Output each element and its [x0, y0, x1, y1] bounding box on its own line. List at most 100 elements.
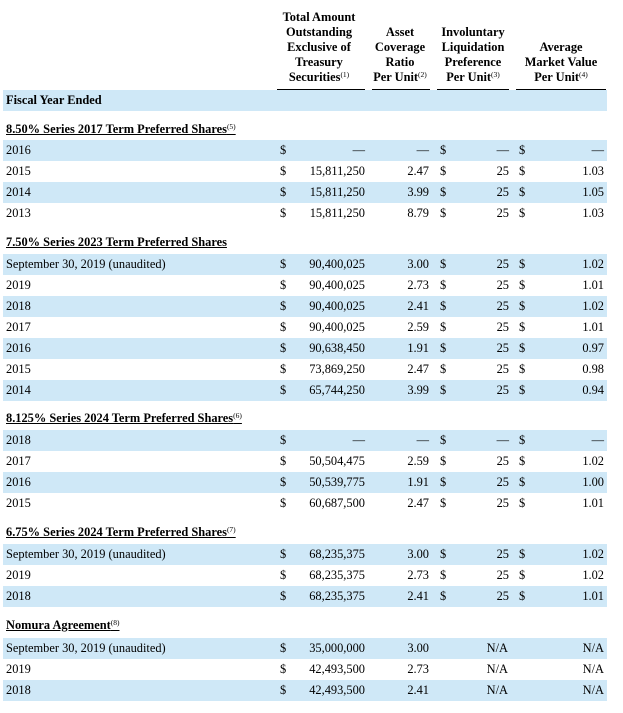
amount-value: 60,687,500 — [309, 496, 365, 510]
section-title: 8.50% Series 2017 Term Preferred Shares(… — [6, 119, 236, 140]
section-header-row: 8.125% Series 2024 Term Preferred Shares… — [3, 408, 607, 429]
liquidation-value: 25 — [496, 164, 509, 178]
liquidation-value: 25 — [496, 299, 509, 313]
header-average-market-value: Average Market Value Per Unit(4) — [524, 40, 598, 84]
dollar-sign: $ — [440, 589, 447, 603]
dollar-sign: $ — [519, 547, 526, 561]
row-label: 2019 — [6, 568, 31, 582]
dollar-sign: $ — [280, 589, 287, 603]
table-row: 2018 $68,235,375 2.41 $25 $1.01 — [3, 586, 607, 607]
market-value: N/A — [582, 662, 604, 676]
fiscal-year-label: Fiscal Year Ended — [6, 93, 102, 107]
coverage-value: 3.99 — [407, 383, 429, 397]
dollar-sign: $ — [519, 433, 526, 447]
dollar-sign: $ — [519, 496, 526, 510]
amount-value: 50,504,475 — [309, 454, 365, 468]
liquidation-value: 25 — [496, 185, 509, 199]
section-title: 8.125% Series 2024 Term Preferred Shares… — [6, 408, 242, 429]
amount-value: 65,744,250 — [309, 383, 365, 397]
dollar-sign: $ — [519, 568, 526, 582]
section-title: 6.75% Series 2024 Term Preferred Shares(… — [6, 522, 236, 543]
market-value: 0.97 — [582, 341, 604, 355]
row-label: 2015 — [6, 164, 31, 178]
dollar-sign: $ — [280, 143, 287, 157]
row-label: 2018 — [6, 683, 31, 697]
liquidation-value: 25 — [496, 383, 509, 397]
coverage-value: 2.47 — [407, 362, 429, 376]
amount-value: 90,400,025 — [309, 257, 365, 271]
liquidation-value: 25 — [496, 589, 509, 603]
amount-value: 68,235,375 — [309, 547, 365, 561]
table-row: 2016 $ — — $ — $ — — [3, 140, 607, 161]
coverage-value: 2.47 — [407, 164, 429, 178]
coverage-value: 3.99 — [407, 185, 429, 199]
market-value: 1.00 — [582, 475, 604, 489]
dollar-sign: $ — [280, 257, 287, 271]
section-header-row: Nomura Agreement(8) — [3, 615, 607, 636]
table-row: 2018 $90,400,025 2.41 $25 $1.02 — [3, 296, 607, 317]
row-label: September 30, 2019 (unaudited) — [6, 257, 166, 271]
section-title-text: 6.75% Series 2024 Term Preferred Shares — [6, 525, 227, 539]
dollar-sign: $ — [280, 206, 287, 220]
dollar-sign: $ — [519, 475, 526, 489]
amount-value: 90,400,025 — [309, 299, 365, 313]
market-value: 1.01 — [582, 278, 604, 292]
liquidation-value: — — [496, 143, 509, 157]
amount-value: 68,235,375 — [309, 568, 365, 582]
section-header-row: 6.75% Series 2024 Term Preferred Shares(… — [3, 522, 607, 543]
amount-value: 90,638,450 — [309, 341, 365, 355]
amount-value: 73,869,250 — [309, 362, 365, 376]
header-involuntary-liquidation: Involuntary Liquidation Preference Per U… — [441, 25, 505, 84]
market-value: 0.94 — [582, 383, 604, 397]
table-row: 2013 $15,811,250 8.79 $25 $1.03 — [3, 203, 607, 224]
table-row: 2015 $60,687,500 2.47 $25 $1.01 — [3, 493, 607, 514]
dollar-sign: $ — [519, 320, 526, 334]
amount-value: 35,000,000 — [309, 641, 365, 655]
liquidation-value: 25 — [496, 496, 509, 510]
liquidation-value: N/A — [486, 641, 508, 655]
dollar-sign: $ — [440, 475, 447, 489]
liquidation-value: N/A — [486, 683, 508, 697]
liquidation-value: — — [496, 433, 509, 447]
coverage-value: 1.91 — [407, 341, 429, 355]
dollar-sign: $ — [519, 454, 526, 468]
table-row: September 30, 2019 (unaudited) $35,000,00… — [3, 638, 607, 659]
dollar-sign: $ — [280, 320, 287, 334]
dollar-sign: $ — [280, 683, 287, 697]
liquidation-value: 25 — [496, 341, 509, 355]
table-row: September 30, 2019 (unaudited) $90,400,02… — [3, 254, 607, 275]
header-rule — [516, 89, 606, 90]
table-row: 2018 $ — — $ — $ — — [3, 430, 607, 451]
dollar-sign: $ — [280, 433, 287, 447]
liquidation-value: 25 — [496, 547, 509, 561]
section-title: 7.50% Series 2023 Term Preferred Shares — [6, 232, 227, 253]
coverage-value: 2.59 — [407, 320, 429, 334]
row-label: 2018 — [6, 589, 31, 603]
market-value: N/A — [582, 683, 604, 697]
row-label: 2018 — [6, 433, 31, 447]
liquidation-value: 25 — [496, 257, 509, 271]
market-value: 1.02 — [582, 257, 604, 271]
table-row: 2014 $65,744,250 3.99 $25 $0.94 — [3, 380, 607, 401]
dollar-sign: $ — [519, 164, 526, 178]
dollar-sign: $ — [440, 143, 447, 157]
dollar-sign: $ — [280, 383, 287, 397]
dollar-sign: $ — [519, 185, 526, 199]
coverage-value: 3.00 — [407, 257, 429, 271]
dollar-sign: $ — [440, 164, 447, 178]
coverage-value: 2.59 — [407, 454, 429, 468]
dollar-sign: $ — [440, 185, 447, 199]
market-value: 1.02 — [582, 454, 604, 468]
amount-value: 15,811,250 — [309, 164, 365, 178]
row-label: 2016 — [6, 475, 31, 489]
dollar-sign: $ — [519, 362, 526, 376]
dollar-sign: $ — [280, 341, 287, 355]
liquidation-value: 25 — [496, 475, 509, 489]
section-title-text: 8.50% Series 2017 Term Preferred Shares — [6, 122, 227, 136]
dollar-sign: $ — [440, 383, 447, 397]
row-label: 2016 — [6, 143, 31, 157]
market-value: — — [591, 143, 604, 157]
amount-value: 90,400,025 — [309, 278, 365, 292]
dollar-sign: $ — [280, 475, 287, 489]
table-row: 2019 $90,400,025 2.73 $25 $1.01 — [3, 275, 607, 296]
